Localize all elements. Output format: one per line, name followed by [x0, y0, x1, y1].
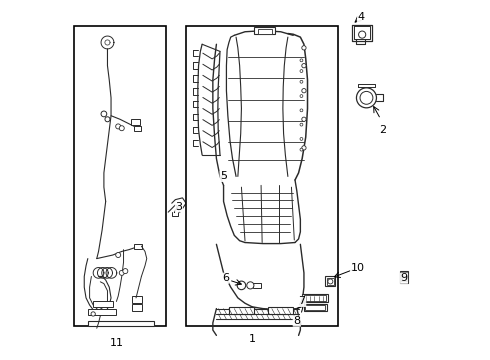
Circle shape	[302, 146, 306, 150]
Bar	[305, 305, 325, 310]
Text: 9: 9	[400, 273, 408, 283]
Circle shape	[302, 64, 306, 68]
Bar	[229, 307, 254, 314]
Bar	[131, 119, 140, 125]
Circle shape	[300, 59, 303, 62]
Circle shape	[119, 126, 124, 131]
Text: 1: 1	[248, 334, 256, 344]
Circle shape	[101, 111, 107, 117]
Text: 2: 2	[379, 125, 386, 135]
Bar	[304, 304, 327, 311]
Circle shape	[116, 124, 121, 129]
Circle shape	[123, 269, 128, 274]
Text: 4: 4	[358, 13, 365, 22]
Bar	[134, 244, 142, 249]
Circle shape	[300, 109, 303, 112]
Bar	[400, 271, 408, 283]
Bar	[268, 307, 293, 314]
Text: 11: 11	[109, 338, 123, 347]
Bar	[132, 304, 143, 311]
Text: 5: 5	[220, 171, 227, 181]
Circle shape	[105, 117, 110, 122]
Circle shape	[300, 80, 303, 83]
Bar	[88, 309, 117, 315]
Bar	[186, 26, 338, 327]
Circle shape	[302, 46, 306, 50]
Circle shape	[300, 95, 303, 98]
Circle shape	[302, 89, 306, 93]
Bar	[88, 321, 154, 327]
Text: 6: 6	[222, 273, 229, 283]
Circle shape	[91, 312, 96, 316]
Bar	[258, 29, 272, 33]
Bar	[74, 26, 167, 327]
Circle shape	[356, 88, 376, 108]
Bar	[302, 294, 328, 302]
Bar	[304, 296, 326, 301]
Circle shape	[302, 117, 306, 121]
Bar	[132, 296, 143, 302]
Circle shape	[359, 31, 366, 38]
Bar	[134, 126, 142, 131]
Circle shape	[300, 148, 303, 151]
Text: 10: 10	[350, 262, 365, 273]
Circle shape	[300, 69, 303, 72]
Bar	[401, 272, 407, 282]
Circle shape	[116, 252, 121, 257]
Circle shape	[300, 138, 303, 140]
Bar	[327, 278, 334, 285]
Text: 8: 8	[293, 316, 300, 326]
Text: 7: 7	[298, 296, 306, 306]
Circle shape	[360, 91, 373, 104]
Circle shape	[237, 281, 245, 290]
Bar	[254, 27, 275, 34]
Bar	[253, 283, 261, 288]
Circle shape	[328, 279, 333, 284]
Bar	[325, 276, 335, 287]
Circle shape	[119, 270, 124, 275]
Circle shape	[300, 123, 303, 126]
Bar	[93, 301, 113, 307]
Circle shape	[247, 282, 254, 289]
Text: 3: 3	[175, 202, 182, 212]
